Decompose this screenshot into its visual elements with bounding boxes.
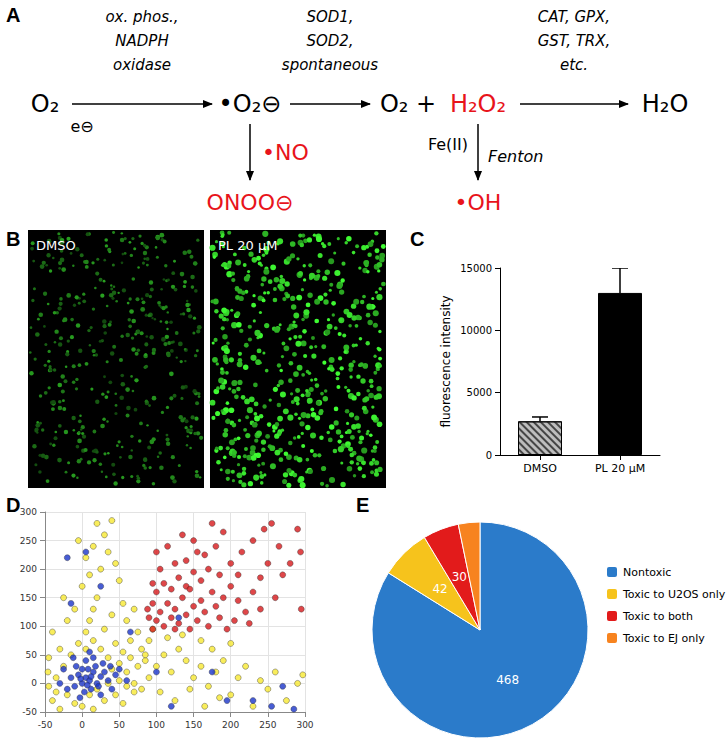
svg-text:15000: 15000 (460, 263, 492, 274)
svg-text:Toxic to both: Toxic to both (622, 610, 693, 623)
svg-text:fluorescence intensity: fluorescence intensity (439, 295, 453, 427)
svg-text:0: 0 (31, 678, 37, 688)
svg-text:etc.: etc. (560, 56, 588, 74)
svg-text:spontaneous: spontaneous (282, 56, 379, 74)
svg-text:SOD1,: SOD1, (306, 8, 353, 26)
svg-text:200: 200 (222, 720, 239, 730)
svg-text:D: D (6, 494, 20, 516)
svg-text:CAT, GPX,: CAT, GPX, (538, 8, 610, 26)
svg-text:Toxic to U2OS only: Toxic to U2OS only (622, 588, 726, 601)
svg-text:100: 100 (148, 720, 165, 730)
svg-text:ONOO⊖: ONOO⊖ (207, 190, 294, 215)
svg-text:150: 150 (20, 593, 37, 603)
svg-text:e⊖: e⊖ (70, 117, 93, 136)
svg-text:50: 50 (114, 720, 126, 730)
svg-text:DMSO: DMSO (523, 462, 557, 475)
svg-text:250: 250 (20, 536, 37, 546)
svg-text:PL 20 μM: PL 20 μM (218, 238, 277, 253)
svg-text:Toxic to EJ only: Toxic to EJ only (622, 632, 705, 645)
svg-text:300: 300 (20, 507, 37, 517)
svg-text:150: 150 (185, 720, 202, 730)
svg-text:42: 42 (432, 582, 447, 596)
svg-text:Fe(II): Fe(II) (428, 135, 468, 154)
svg-text:DMSO: DMSO (36, 238, 76, 253)
svg-text:30: 30 (452, 570, 467, 584)
svg-text:H₂O₂: H₂O₂ (450, 90, 506, 118)
svg-text:•OH: •OH (455, 190, 502, 215)
svg-text:5000: 5000 (467, 387, 492, 398)
svg-text:O₂: O₂ (31, 90, 60, 118)
svg-text:O₂ +: O₂ + (380, 90, 436, 118)
svg-text:oxidase: oxidase (113, 56, 171, 74)
svg-text:•O₂⊖: •O₂⊖ (219, 90, 282, 118)
svg-text:SOD2,: SOD2, (306, 32, 353, 50)
svg-text:50: 50 (26, 650, 38, 660)
svg-text:E: E (356, 494, 369, 516)
svg-text:0: 0 (486, 450, 492, 461)
svg-text:250: 250 (259, 720, 276, 730)
svg-text:GST, TRX,: GST, TRX, (538, 32, 611, 50)
svg-text:Nontoxic: Nontoxic (623, 566, 671, 579)
svg-text:468: 468 (496, 673, 519, 687)
svg-text:100: 100 (20, 621, 37, 631)
svg-text:0: 0 (79, 720, 85, 730)
svg-text:ox. phos.,: ox. phos., (105, 8, 178, 26)
svg-text:A: A (6, 4, 20, 26)
svg-text:-50: -50 (22, 707, 37, 717)
svg-text:-50: -50 (38, 720, 53, 730)
svg-text:300: 300 (296, 720, 313, 730)
svg-text:H₂O: H₂O (642, 90, 689, 118)
svg-text:B: B (6, 228, 20, 250)
svg-text:C: C (410, 228, 424, 250)
svg-text:•NO: •NO (262, 140, 309, 165)
svg-text:200: 200 (20, 564, 37, 574)
svg-text:NADPH: NADPH (115, 32, 168, 50)
svg-text:PL 20 μM: PL 20 μM (595, 462, 645, 475)
svg-text:Fenton: Fenton (488, 147, 543, 166)
svg-text:10000: 10000 (460, 325, 492, 336)
